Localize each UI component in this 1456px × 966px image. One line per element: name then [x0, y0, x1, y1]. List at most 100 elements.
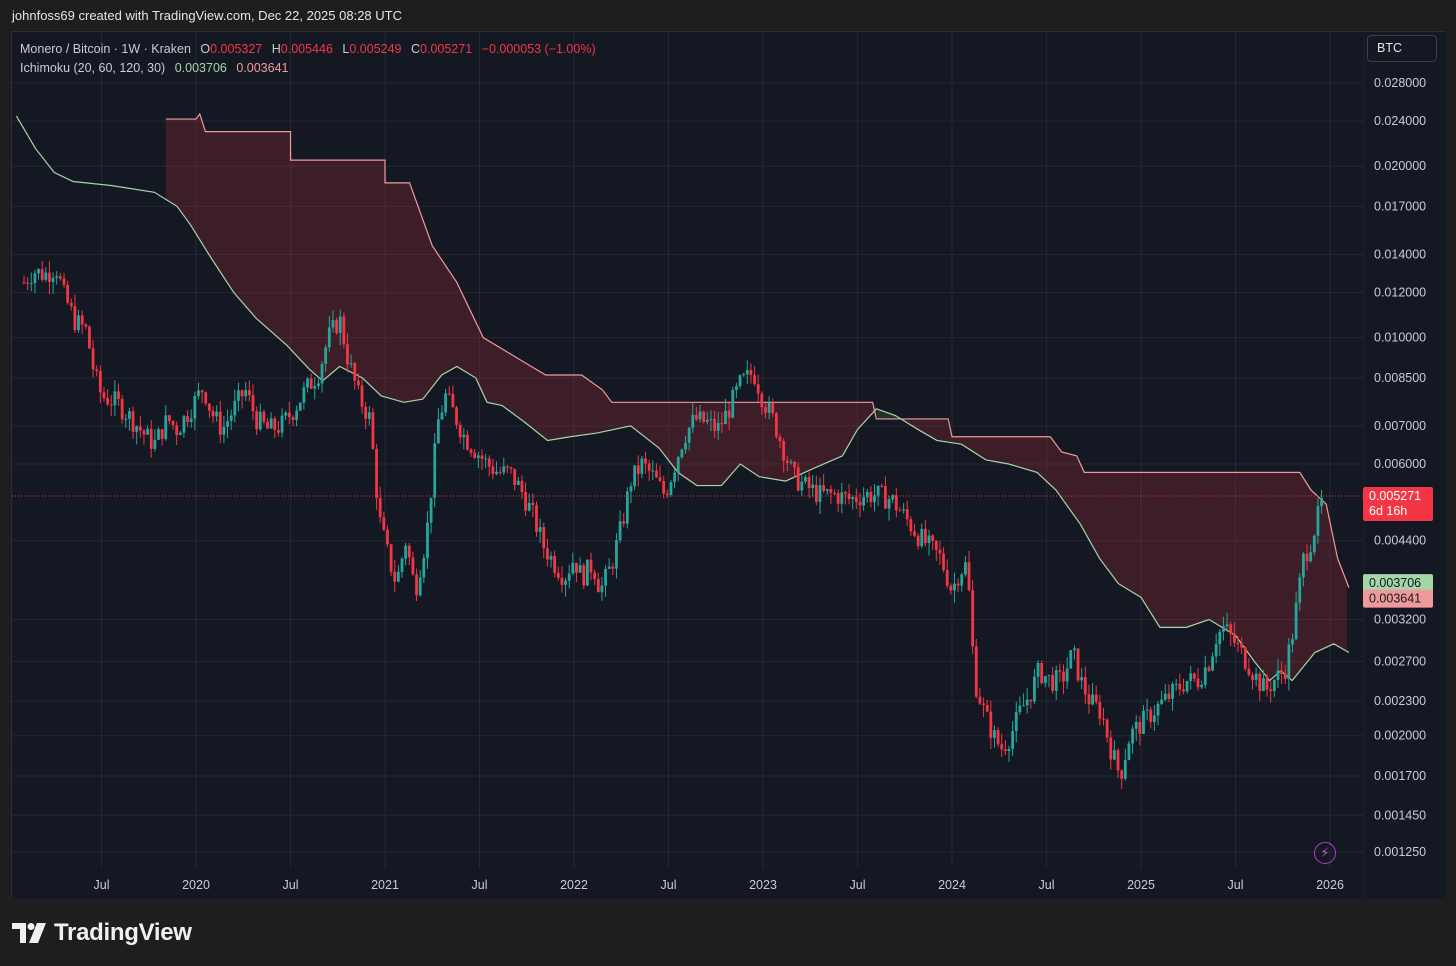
candle-body: [178, 432, 182, 436]
candle-body: [571, 562, 575, 574]
candle-body: [1254, 673, 1258, 680]
candle-body: [200, 390, 204, 393]
candle-body: [1000, 744, 1004, 750]
legend-symbol[interactable]: Monero / Bitcoin · 1W · Kraken: [20, 42, 191, 56]
currency-button[interactable]: BTC: [1367, 35, 1437, 62]
candle-body: [1251, 675, 1254, 680]
candle-body: [487, 458, 491, 467]
candle-body: [167, 415, 171, 421]
candle-body: [1131, 728, 1134, 744]
candle-body: [476, 455, 480, 458]
candle-body: [309, 378, 313, 389]
candle-body: [934, 540, 938, 550]
candle-body: [102, 392, 106, 399]
candle-body: [1189, 673, 1193, 681]
tradingview-logo-icon: [12, 923, 46, 943]
candle-body: [724, 410, 727, 425]
candle-body: [993, 730, 996, 738]
legend-indicator-value-b: 0.003641: [236, 61, 289, 75]
candle-body: [480, 455, 484, 459]
candle-body: [1200, 684, 1204, 688]
candle-body: [535, 505, 538, 532]
y-tick-label: 0.004400: [1374, 534, 1426, 548]
candle-body: [1298, 577, 1302, 603]
candle-body: [462, 434, 466, 438]
candle-body: [662, 480, 666, 494]
candle-body: [440, 412, 444, 420]
candle-body: [404, 545, 408, 559]
candle-body: [73, 306, 77, 331]
candle-body: [164, 415, 168, 439]
y-tick-label: 0.012000: [1374, 286, 1426, 300]
ichimoku-value-badge: [1363, 589, 1433, 608]
candle-body: [1192, 673, 1196, 679]
legend-indicator-name[interactable]: Ichimoku (20, 60, 120, 30): [20, 61, 166, 75]
candle-body: [182, 416, 186, 433]
candle-body: [106, 398, 110, 405]
candle-body: [356, 380, 360, 386]
candle-body: [1156, 703, 1160, 716]
candle-body: [884, 486, 887, 509]
candle-body: [705, 419, 709, 422]
candle-body: [153, 439, 157, 449]
tradingview-logo: TradingView: [12, 918, 192, 948]
candle-body: [29, 283, 33, 285]
candle-body: [429, 497, 433, 523]
candle-body: [1272, 680, 1276, 692]
candle-body: [909, 519, 913, 532]
candle-body: [22, 282, 26, 284]
last-price-value: 0.005271: [1369, 489, 1421, 503]
candle-body: [902, 509, 905, 511]
candle-body: [189, 418, 193, 422]
candle-body: [498, 471, 502, 473]
lightning-icon[interactable]: ⚡: [1314, 842, 1336, 864]
candle-body: [80, 315, 84, 325]
candle-body: [1269, 689, 1273, 692]
candle-body: [367, 412, 371, 419]
candle-body: [1171, 684, 1174, 699]
candle-body: [1003, 749, 1007, 751]
x-tick-label: Jul: [94, 878, 110, 892]
price-chart[interactable]: 0.028000 0.024000 0.020000 0.017000 0.014000…: [12, 32, 1446, 899]
candle-body: [767, 402, 771, 413]
candle-body: [778, 436, 782, 442]
legend-low-label: L: [342, 42, 350, 56]
candle-body: [113, 391, 117, 406]
candle-body: [542, 527, 546, 549]
candle-body: [713, 418, 716, 431]
candle-body: [269, 418, 273, 429]
chart-area[interactable]: 0.028000 0.024000 0.020000 0.017000 0.014000…: [11, 31, 1446, 899]
candle-body: [415, 574, 418, 596]
candle-body: [945, 569, 949, 586]
candle-body: [1102, 718, 1105, 720]
y-tick-label: 0.014000: [1374, 247, 1426, 261]
candle-body: [84, 324, 88, 327]
candle-body: [306, 378, 309, 388]
y-tick-label: 0.001250: [1374, 845, 1426, 859]
candle-body: [320, 363, 324, 384]
candle-body: [396, 571, 400, 582]
candle-body: [251, 395, 255, 412]
candle-body: [298, 402, 302, 411]
candle-body: [771, 402, 775, 414]
y-tick-label: 0.002700: [1374, 655, 1426, 669]
candle-body: [502, 466, 506, 473]
candle-body: [171, 420, 175, 426]
candle-body: [593, 572, 597, 579]
candle-body: [1138, 721, 1142, 734]
candle-body: [436, 419, 440, 444]
y-tick-label: 0.001700: [1374, 769, 1426, 783]
candle-body: [207, 403, 211, 411]
candle-body: [600, 585, 604, 593]
candle-body: [1291, 639, 1294, 645]
senkou-span-a-line: [15, 115, 1350, 682]
candle-body: [760, 393, 764, 408]
x-tick-label: 2023: [749, 878, 777, 892]
candle-body: [407, 545, 411, 558]
legend-high-value: 0.005446: [280, 42, 333, 56]
candle-body: [1054, 670, 1058, 691]
candle-body: [585, 559, 589, 586]
candle-body: [1312, 535, 1316, 553]
candle-body: [360, 385, 364, 407]
candle-body: [640, 458, 644, 474]
